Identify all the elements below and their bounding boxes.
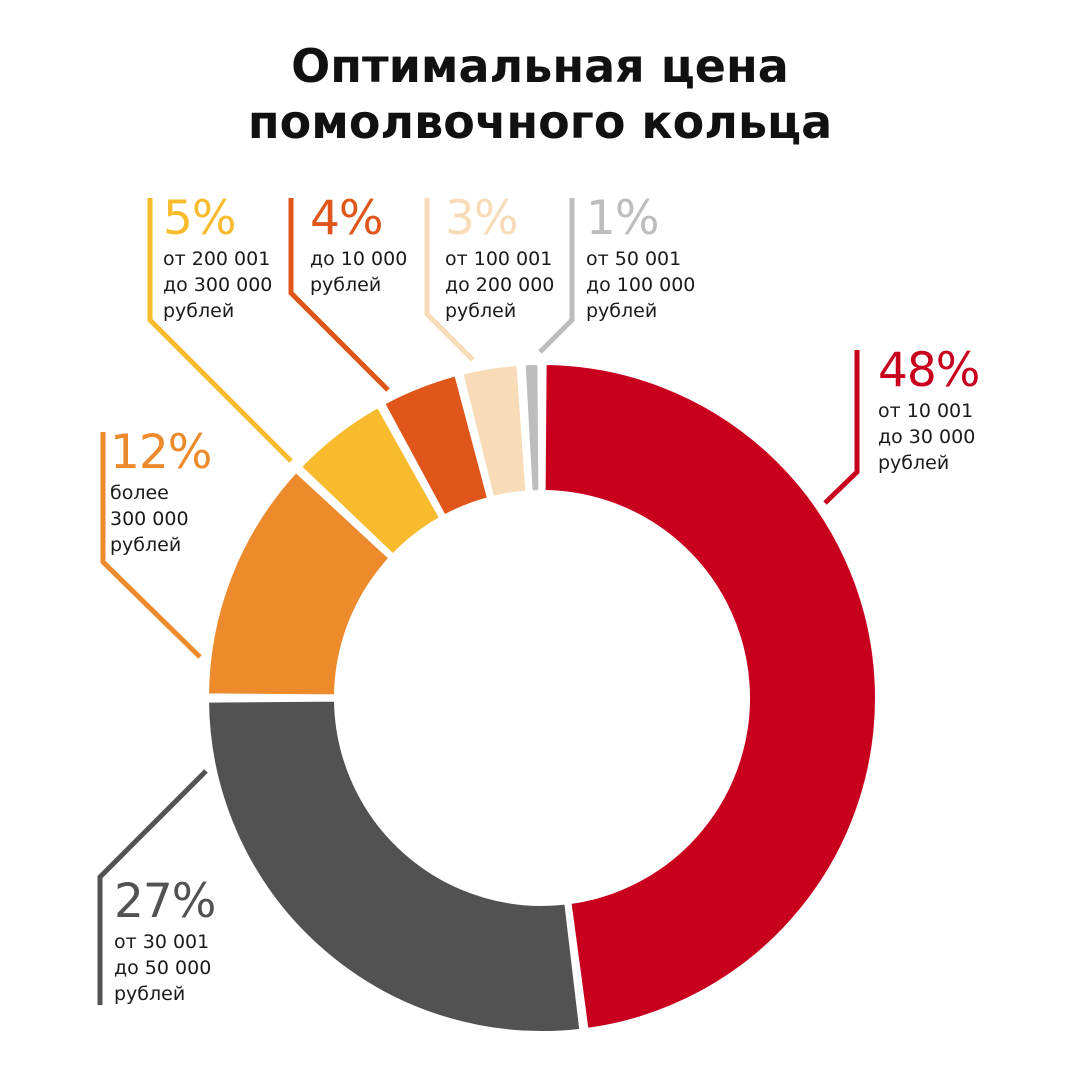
slice-description-line-2-2: рублей (110, 534, 182, 556)
slice-description-line-5-2: рублей (445, 300, 517, 322)
slice-percent-3: 5% (163, 191, 237, 246)
leader-line-6 (538, 198, 575, 354)
slice-description-line-0-1: до 30 000 (878, 426, 976, 448)
leader-line-0 (823, 350, 860, 505)
slice-description-line-1-2: рублей (114, 983, 186, 1005)
slice-description-line-3-1: до 300 000 (163, 274, 273, 296)
slice-description-line-1-1: до 50 000 (114, 957, 212, 979)
slice-1 (204, 697, 584, 1035)
slice-percent-2: 12% (110, 425, 212, 480)
slice-description-3: от 200 001 до 300 000 рублей (163, 246, 272, 324)
slice-percent-4: 4% (310, 191, 384, 246)
slice-0 (541, 360, 879, 1033)
slice-3 (296, 402, 445, 559)
slice-label-0: 48% от 10 001 до 30 000 рублей (878, 343, 980, 476)
leader-line-5 (424, 198, 475, 362)
slice-label-3: 5% от 200 001 до 300 000 рублей (163, 194, 272, 324)
slice-percent-0: 48% (878, 343, 980, 398)
slice-description-line-2-1: 300 000 (110, 508, 189, 530)
slice-description-line-6-1: до 100 000 (586, 274, 696, 296)
chart-title: Оптимальная цена помолвочного кольца (0, 38, 1080, 150)
slice-label-5: 3% от 100 001 до 200 000 рублей (445, 194, 554, 324)
chart-title-line-1: Оптимальная цена (291, 39, 789, 93)
slice-description-line-1-0: от 30 001 (114, 931, 210, 953)
slice-description-0: от 10 001 до 30 000 рублей (878, 398, 979, 476)
slice-percent-1: 27% (114, 874, 216, 929)
slice-description-5: от 100 001 до 200 000 рублей (445, 246, 554, 324)
leader-line-4 (288, 198, 390, 392)
leader-line-3 (147, 198, 293, 463)
slice-description-line-3-0: от 200 001 (163, 248, 271, 270)
chart-title-line-2: помолвочного кольца (247, 95, 833, 149)
slice-description-1: от 30 001 до 50 000 рублей (114, 929, 215, 1007)
slice-description-line-0-0: от 10 001 (878, 400, 974, 422)
slice-percent-5: 3% (445, 191, 519, 246)
slice-label-4: 4% до 10 000 рублей (310, 194, 407, 298)
slice-6 (521, 360, 543, 495)
slice-percent-6: 1% (586, 191, 660, 246)
leader-line-1 (97, 769, 208, 1005)
slice-4 (380, 371, 492, 520)
slice-description-line-5-1: до 200 000 (445, 274, 555, 296)
slice-description-line-4-1: рублей (310, 274, 382, 296)
slice-label-2: 12% более 300 000 рублей (110, 425, 212, 558)
slice-2 (204, 467, 394, 699)
slice-description-4: до 10 000 рублей (310, 246, 407, 298)
slice-description-line-5-0: от 100 001 (445, 248, 553, 270)
slice-5 (458, 361, 530, 501)
slice-description-line-4-0: до 10 000 (310, 248, 408, 270)
slice-description-line-3-2: рублей (163, 300, 235, 322)
slice-description-2: более 300 000 рублей (110, 480, 211, 558)
slice-label-6: 1% от 50 001 до 100 000 рублей (586, 194, 695, 324)
slice-label-1: 27% от 30 001 до 50 000 рублей (114, 874, 216, 1007)
slice-description-line-6-0: от 50 001 (586, 248, 682, 270)
leader-line-2 (100, 432, 202, 659)
slice-description-line-0-2: рублей (878, 452, 950, 474)
slice-description-6: от 50 001 до 100 000 рублей (586, 246, 695, 324)
slice-description-line-6-2: рублей (586, 300, 658, 322)
slice-description-line-2-0: более (110, 482, 169, 504)
